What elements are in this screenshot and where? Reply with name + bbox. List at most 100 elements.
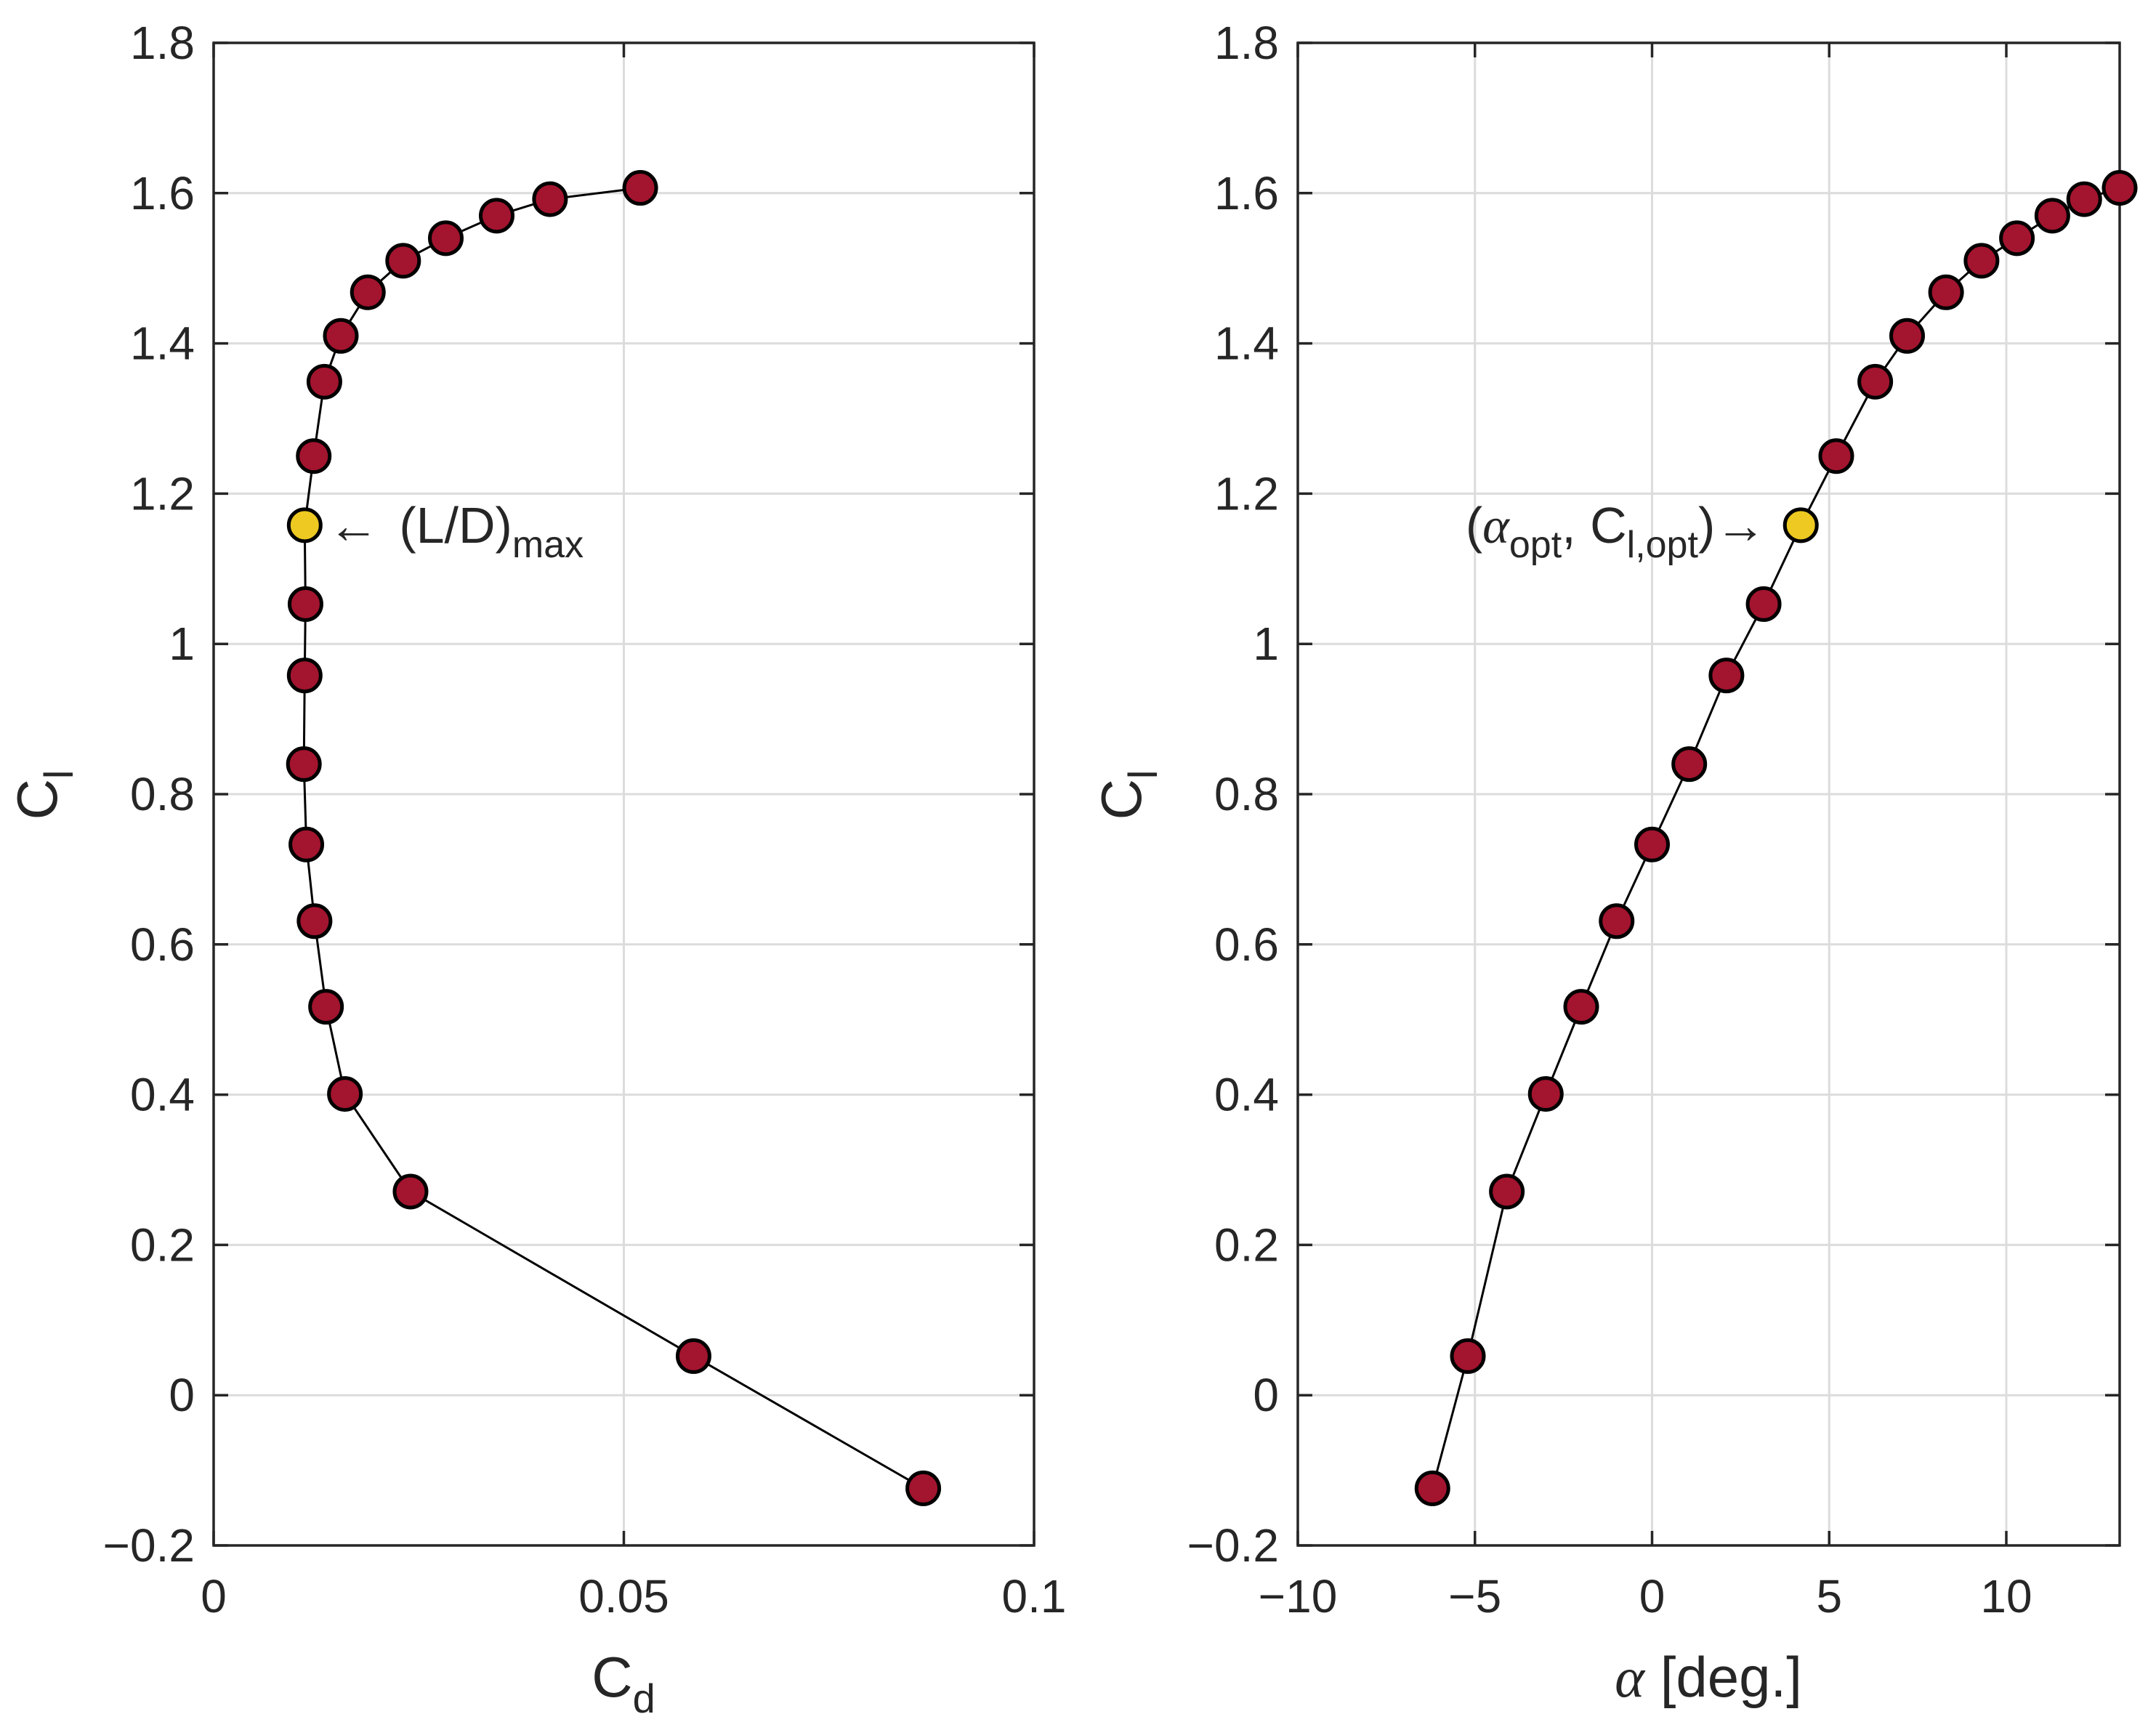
- lift-curve-panel: −0.2 0 0.2 0.4 0.6 0.8 1 1.2 1.4 1.6 1.8 −10 −5 0 5 10…: [1089, 17, 2138, 1709]
- left-y-ticks: −0.2 0 0.2 0.4 0.6 0.8 1 1.2 1.4 1.6 1.8: [103, 17, 1034, 1572]
- right-data-point: [1634, 826, 1670, 862]
- right-annotation-close-paren: ): [1698, 497, 1715, 554]
- left-data-point: [905, 1470, 942, 1506]
- left-x-axis-label: Cd: [592, 1645, 655, 1721]
- right-data-point: [1414, 1470, 1450, 1506]
- left-ytick-label: 0.2: [130, 1218, 195, 1271]
- right-annotation-cl: , C: [1562, 497, 1626, 554]
- right-ytick-label: 0.2: [1214, 1218, 1279, 1271]
- left-annotation-subscript: max: [512, 524, 584, 566]
- left-annotation-label: ← (L/D)max: [328, 497, 584, 566]
- left-data-point: [287, 586, 323, 622]
- left-x-ticks: 0 0.05 0.1: [201, 43, 1066, 1622]
- right-data-point: [1889, 318, 1925, 354]
- left-data-point: [327, 1076, 363, 1112]
- right-annotation: (αopt, Cl,opt)→: [1466, 497, 1766, 566]
- right-annotation-alpha: α: [1482, 498, 1510, 554]
- right-ytick-label: 1.2: [1214, 467, 1279, 520]
- left-data-point: [288, 826, 325, 862]
- left-data-point: [385, 243, 421, 279]
- left-annotation-arrow: ←: [328, 497, 379, 554]
- right-ytick-label: 1.6: [1214, 167, 1279, 219]
- right-ytick-label: 1: [1253, 618, 1279, 670]
- right-ytick-label: 1.8: [1214, 17, 1279, 69]
- right-ytick-label: 0.4: [1214, 1069, 1279, 1121]
- left-annotation-text: (L/D): [399, 497, 512, 554]
- left-ytick-label: 1.2: [130, 467, 195, 520]
- right-y-axis-label-sub: l: [1120, 770, 1166, 779]
- right-data-point: [1963, 243, 2000, 279]
- right-y-axis-label-main: C: [1089, 779, 1153, 820]
- left-ytick-label: −0.2: [103, 1519, 195, 1572]
- left-data-point: [323, 318, 359, 354]
- right-annotation-alpha-sub: opt: [1509, 524, 1562, 566]
- left-x-axis-label-main: C: [592, 1645, 632, 1709]
- right-data-point: [1599, 903, 1635, 939]
- left-data-point: [675, 1338, 711, 1374]
- right-xtick-label: 5: [1816, 1570, 1842, 1622]
- right-xtick-label: −10: [1259, 1570, 1338, 1622]
- left-y-axis-label-main: C: [5, 779, 69, 820]
- left-xtick-label: 0.05: [578, 1570, 669, 1622]
- right-data-point: [1563, 989, 1599, 1025]
- right-data-point: [1857, 363, 1894, 400]
- drag-polar-panel: −0.200.20.40.60.811.21.41.61.8 0 0.05 0.1 …: [5, 17, 1066, 1721]
- left-ytick-label: 0.4: [130, 1069, 195, 1121]
- right-y-axis-label: Cl: [1089, 770, 1166, 820]
- right-data-point: [2102, 170, 2138, 206]
- left-data-point: [479, 198, 515, 234]
- left-y-axis-label-sub: l: [36, 770, 81, 779]
- right-data-point: [1527, 1076, 1564, 1112]
- left-y-axis-label: Cl: [5, 770, 81, 820]
- left-ytick-label: 1.8: [130, 17, 195, 69]
- right-data-point: [1999, 220, 2035, 256]
- left-data-point: [296, 903, 333, 939]
- right-xtick-label: −5: [1448, 1570, 1501, 1622]
- right-xtick-label: 0: [1639, 1570, 1666, 1622]
- left-ytick-label: 0.6: [130, 918, 195, 971]
- left-data-point: [308, 989, 344, 1025]
- right-ytick-label: 0: [1253, 1369, 1279, 1421]
- right-data-point: [1671, 746, 1708, 783]
- right-data-point: [2066, 181, 2102, 217]
- right-x-axis-label-alpha: α: [1615, 1646, 1646, 1709]
- right-x-axis-label: α [deg.]: [1615, 1645, 1802, 1709]
- left-highlight-point: [286, 507, 323, 543]
- left-ytick-label: 1.4: [130, 318, 195, 370]
- right-annotation-open-paren: (: [1466, 497, 1482, 554]
- left-data-point: [428, 220, 464, 256]
- right-markers: [1414, 170, 2138, 1506]
- right-annotation-arrow: →: [1715, 497, 1766, 554]
- left-markers: [286, 170, 942, 1506]
- left-annotation: ← (L/D)max: [328, 497, 584, 566]
- left-ytick-label: 0: [169, 1369, 195, 1421]
- left-ytick-label: 1.6: [130, 167, 195, 219]
- left-data-point: [622, 170, 658, 206]
- left-data-point: [392, 1173, 429, 1210]
- left-xtick-label: 0.1: [1002, 1570, 1067, 1622]
- right-data-point: [2034, 198, 2070, 234]
- left-data-point: [306, 363, 342, 400]
- right-data-point: [1818, 438, 1854, 474]
- right-grid: [1298, 43, 2120, 1545]
- left-data-point: [350, 274, 386, 310]
- left-grid: [214, 43, 1034, 1545]
- right-data-point: [1489, 1173, 1525, 1210]
- right-ytick-label: 0.6: [1214, 918, 1279, 971]
- right-x-ticks: −10 −5 0 5 10: [1259, 43, 2032, 1622]
- right-x-axis-label-unit: [deg.]: [1644, 1645, 1802, 1709]
- right-ytick-label: 0.8: [1214, 768, 1279, 820]
- left-x-axis-label-sub: d: [633, 1676, 655, 1721]
- left-data-point: [286, 658, 323, 694]
- right-data-point: [1708, 658, 1745, 694]
- left-data-point: [296, 438, 332, 474]
- left-data-point: [532, 181, 568, 217]
- left-data-point: [286, 746, 322, 783]
- left-xtick-label: 0: [201, 1570, 227, 1622]
- right-ytick-label: −0.2: [1187, 1519, 1279, 1572]
- left-ytick-label: 1: [169, 618, 195, 670]
- right-data-point: [1450, 1338, 1486, 1374]
- right-data-point: [1928, 274, 1964, 310]
- right-y-ticks: −0.2 0 0.2 0.4 0.6 0.8 1 1.2 1.4 1.6 1.8: [1187, 17, 2120, 1572]
